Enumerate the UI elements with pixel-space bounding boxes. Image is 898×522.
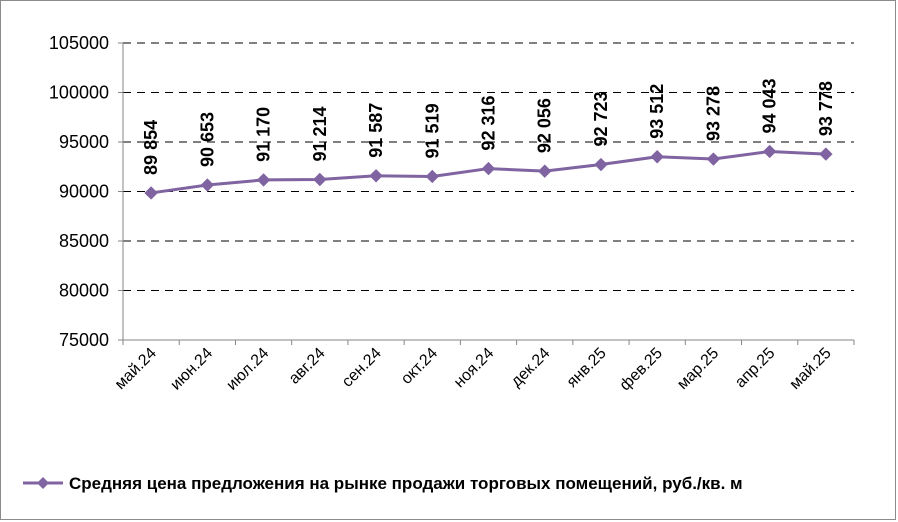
data-point-marker [594, 157, 608, 172]
legend-diamond-marker [37, 477, 49, 489]
data-label: 90 653 [197, 112, 217, 167]
x-tick-label: дек.24 [508, 345, 554, 391]
y-tick-label: 90000 [59, 182, 109, 202]
data-point-marker [200, 178, 215, 192]
data-label: 89 854 [141, 120, 161, 175]
x-tick-label: июл.24 [223, 345, 272, 394]
data-label: 93 512 [647, 84, 667, 139]
data-point-marker [762, 144, 777, 159]
data-label: 92 723 [591, 91, 611, 146]
data-label: 91 214 [310, 106, 330, 161]
y-tick-labels: 75000 80000 85000 90000 95000 100000 105000 [49, 33, 109, 350]
data-label: 92 316 [479, 96, 499, 151]
x-tick-label: авг.24 [286, 345, 329, 388]
series-markers [144, 144, 833, 200]
data-point-marker [369, 169, 383, 183]
data-label: 94 043 [760, 78, 780, 133]
data-point-marker [313, 172, 327, 187]
y-tick-label: 105000 [49, 33, 109, 53]
data-point-marker [481, 161, 496, 176]
x-tick-label: фев.25 [617, 345, 666, 394]
data-label: 93 778 [816, 81, 836, 136]
legend-label: Средняя цена предложения на рынке продаж… [69, 474, 743, 493]
x-tick-label: ноя.24 [451, 345, 497, 391]
data-point-marker [256, 173, 271, 187]
data-point-marker [425, 169, 439, 184]
y-tick-label: 75000 [59, 330, 109, 350]
data-label: 93 278 [703, 86, 723, 141]
x-tick-label: сен.24 [339, 345, 385, 391]
data-point-marker [706, 152, 721, 166]
y-tick-label: 95000 [59, 132, 109, 152]
x-tick-labels: май.24 июн.24 июл.24 авг.24 сен.24 окт.24 ноя.… [112, 345, 835, 394]
data-point-marker [144, 186, 158, 200]
data-point-marker [538, 164, 552, 178]
data-label: 91 170 [254, 107, 274, 162]
data-label: 91 519 [422, 103, 442, 158]
x-tick-label: июн.24 [167, 345, 216, 394]
y-tick-label: 100000 [49, 83, 109, 103]
x-tick-label: май.24 [112, 345, 160, 393]
y-tick-label: 85000 [59, 231, 109, 251]
data-label: 92 056 [535, 98, 555, 153]
data-labels: 89 854 90 653 91 170 91 214 91 587 91 519 92 3… [141, 78, 836, 175]
x-tick-label: окт.24 [398, 345, 441, 388]
data-label: 91 587 [366, 103, 386, 158]
data-point-marker [819, 147, 833, 161]
gridlines [123, 42, 854, 291]
x-tick-label: май.25 [787, 345, 835, 393]
x-tick-label: янв.25 [564, 345, 610, 391]
x-tick-label: мар.25 [674, 345, 722, 393]
x-tick-label: апр.25 [732, 345, 779, 392]
y-tick-label: 80000 [59, 281, 109, 301]
axes [118, 42, 855, 345]
data-point-marker [650, 150, 664, 164]
legend: Средняя цена предложения на рынке продаж… [23, 474, 743, 493]
